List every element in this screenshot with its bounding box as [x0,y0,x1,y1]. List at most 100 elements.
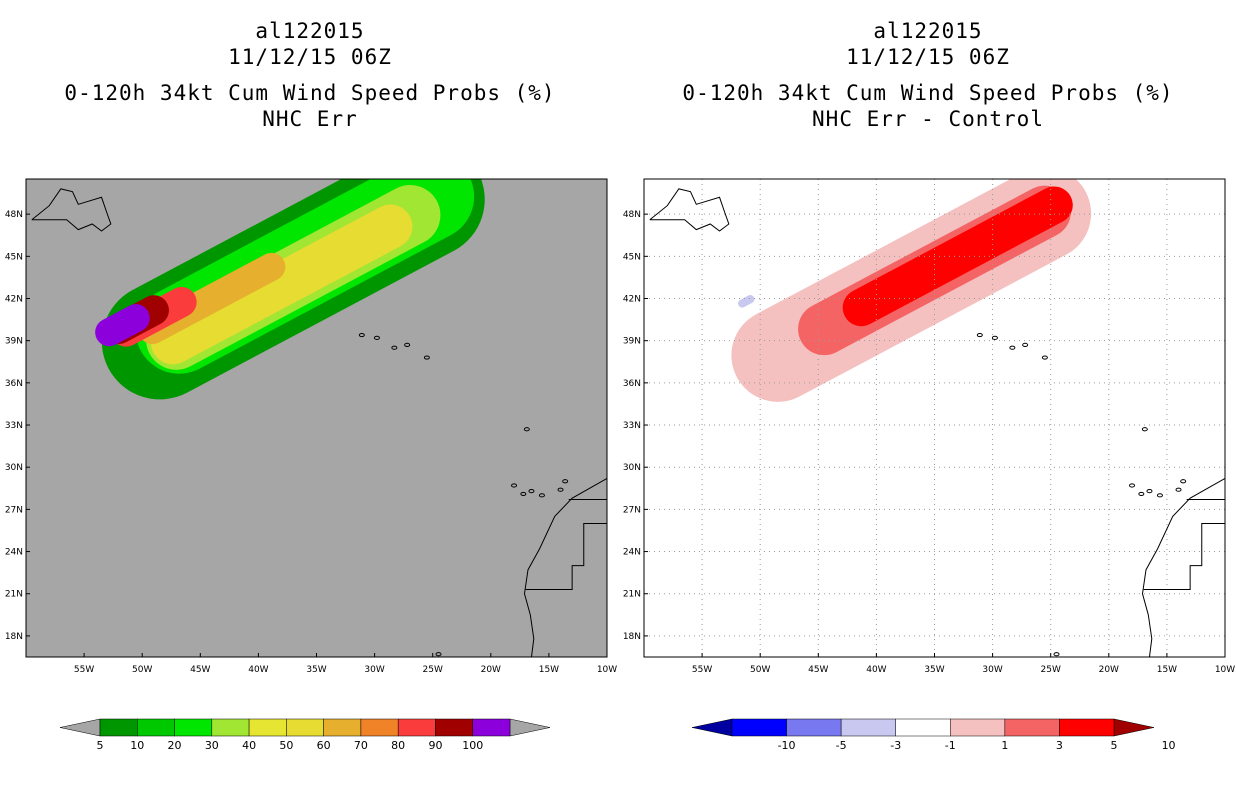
right-island-10 [1175,487,1182,492]
right-xtick-label-7: 20W [1099,665,1119,675]
right-xtick-label-5: 30W [982,665,1002,675]
right-ytick-label-2: 42N [623,295,641,305]
left-cbar-color-box-0 [99,718,138,737]
left-island-2 [391,345,398,350]
left-cbar-level-label-5: 50 [279,739,293,752]
right-swath-3 [738,295,755,308]
left-ytick-label-5: 33N [5,421,23,431]
right-island-14 [1073,661,1078,664]
left-ytick-label-7: 27N [5,505,23,515]
left-cbar-color-box-3 [211,718,250,737]
right-xtick-label-4: 35W [924,665,944,675]
left-island-14 [455,661,460,664]
left-xtick-label-4: 35W [306,665,326,675]
left-island-6 [511,483,518,488]
right-ytick-label-1: 45N [623,252,641,262]
right-island-7 [1138,491,1145,497]
left-ytick-label-9: 21N [5,590,23,600]
left-cbar-color-box-9 [435,718,473,737]
left-cbar-level-label-0: 5 [97,739,104,752]
left-title-storm: al122015 [255,19,365,43]
left-island-4 [423,355,430,360]
left-xtick-label-6: 25W [423,665,443,675]
right-cbar-under-triangle [691,718,733,737]
left-map-panel: 55W 50W 45W 40W 35W 30W 25W 20W 15W 10W 48N 45N 42N 3… [5,178,617,675]
left-cbar-level-label-7: 70 [354,739,368,752]
left-island-12 [435,652,442,657]
right-island-11 [1180,479,1187,484]
right-cbar-level-label-0: -10 [778,739,796,752]
right-title-product: 0-120h 34kt Cum Wind Speed Probs (%) [682,81,1174,105]
right-island-9 [1156,493,1163,498]
left-xtick-label-1: 50W [132,665,152,675]
right-xtick-label-9: 10W [1215,665,1235,675]
right-cbar-level-label-1: -5 [836,739,847,752]
left-xtick-label-0: 55W [74,665,94,675]
left-cbar-level-label-1: 10 [130,739,144,752]
right-africa-coastline [1141,478,1225,657]
right-xtick-label-6: 25W [1041,665,1061,675]
left-island-1 [373,335,380,340]
right-map-panel: 55W 50W 45W 40W 35W 30W 25W 20W 15W 10W 48N 45N 42N 3… [623,178,1235,677]
right-title-subtitle: NHC Err - Control [812,107,1044,131]
left-cbar-level-label-9: 90 [428,739,442,752]
right-cbar-color-box-1 [786,718,842,737]
right-cbar-color-box-4 [950,718,1006,737]
left-island-3 [404,342,411,347]
left-ytick-label-3: 39N [5,337,23,347]
left-title: al122015 11/12/15 06Z 0-120h 34kt Cum Wi… [30,18,590,132]
left-swath-3 [150,204,413,365]
left-ytick-label-6: 30N [5,463,23,473]
right-cbar-level-label-6: 5 [1111,739,1118,752]
left-ytick-label-4: 36N [5,379,23,389]
left-xtick-label-5: 30W [364,665,384,675]
right-cbar-level-label-3: -1 [945,739,956,752]
left-newfoundland-coastline [31,188,112,232]
left-cbar-level-label-4: 40 [242,739,256,752]
right-xtick-label-3: 40W [866,665,886,675]
right-newfoundland-coastline [649,188,730,232]
left-island-9 [538,493,545,498]
left-swath-7 [95,304,150,347]
left-cbar-level-label-8: 80 [391,739,405,752]
right-cbar-level-label-7: 10 [1162,739,1176,752]
left-ytick-label-0: 48N [5,210,23,220]
left-ytick-label-10: 18N [5,632,23,642]
left-cbar-color-box-5 [286,718,324,737]
left-cbar-color-box-10 [472,718,511,737]
left-title-datetime: 11/12/15 06Z [228,45,392,69]
left-xtick-label-9: 10W [597,665,617,675]
right-xtick-label-8: 15W [1157,665,1177,675]
right-island-2 [1009,345,1016,350]
right-xtick-label-2: 45W [808,665,828,675]
right-title: al122015 11/12/15 06Z 0-120h 34kt Cum Wi… [648,18,1208,132]
left-xtick-label-3: 40W [248,665,268,675]
right-island-13 [1066,674,1071,677]
left-cbar-color-box-7 [360,718,399,737]
right-island-3 [1022,342,1029,347]
right-cbar-color-box-3 [895,718,951,737]
left-cbar-color-box-4 [248,718,287,737]
left-cbar-level-label-10: 100 [462,739,483,752]
right-ytick-label-8: 24N [623,548,641,558]
left-xtick-label-2: 45W [190,665,210,675]
right-ytick-label-10: 18N [623,632,641,642]
left-xtick-label-8: 15W [539,665,559,675]
left-cbar-color-box-1 [137,718,175,737]
right-island-12 [1053,652,1060,657]
right-island-0 [976,332,983,338]
left-ytick-label-2: 42N [5,295,23,305]
right-island-5 [1141,427,1148,432]
left-island-5 [523,427,530,432]
right-island-1 [991,335,998,340]
left-cbar-under-triangle [59,718,101,737]
left-cbar-color-box-2 [174,718,213,737]
left-island-10 [557,487,564,492]
left-ytick-label-8: 24N [5,548,23,558]
left-cbar-level-label-3: 30 [205,739,219,752]
left-island-11 [562,479,569,484]
left-africa-coastline [523,478,607,657]
right-cbar-color-box-5 [1004,718,1060,737]
right-cbar-over-triangle [1113,718,1155,737]
left-border-line [525,522,607,591]
